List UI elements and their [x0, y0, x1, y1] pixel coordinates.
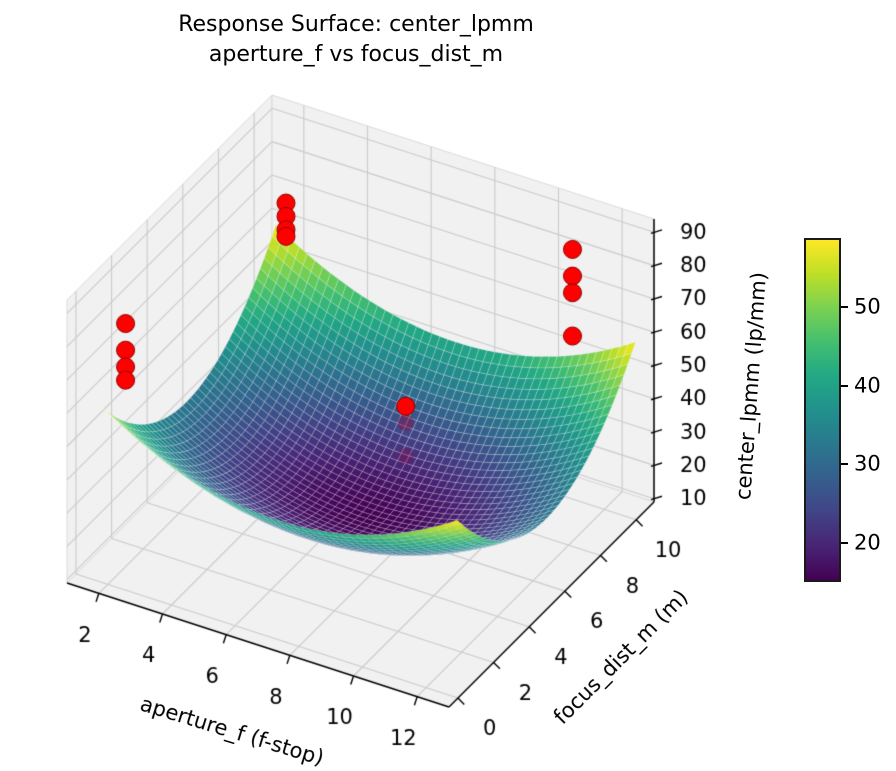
chart-title: Response Surface: center_lpmm aperture_f… [178, 12, 534, 68]
colorbar: 20 30 40 50 [804, 238, 881, 582]
colorbar-tick [841, 463, 848, 466]
colorbar-tick-label: 20 [854, 530, 881, 555]
colorbar-tick-label: 50 [854, 294, 881, 319]
colorbar-gradient [804, 238, 841, 582]
colorbar-tick-label: 40 [854, 373, 881, 398]
colorbar-tick [841, 384, 848, 387]
colorbar-tick [841, 541, 848, 544]
colorbar-tick-label: 30 [854, 451, 881, 476]
colorbar-tick [841, 306, 848, 309]
